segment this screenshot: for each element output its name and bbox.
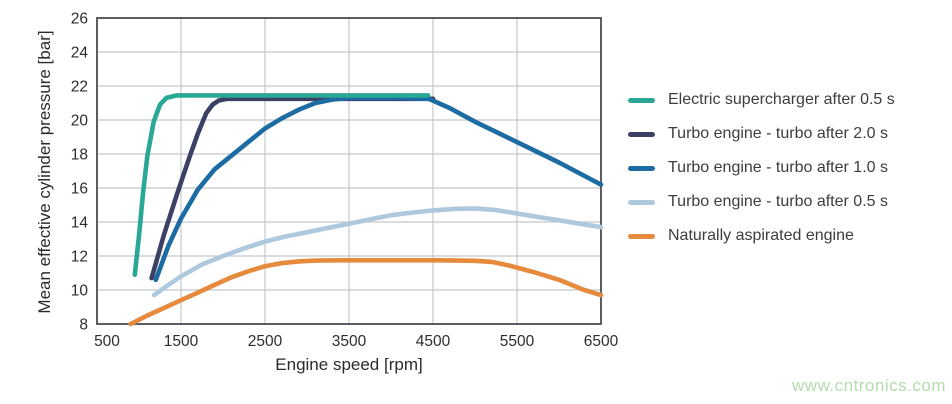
y-axis-title: Mean effective cylinder pressure [bar]: [35, 30, 54, 314]
series-line: [153, 95, 604, 283]
y-tick-label: 12: [71, 249, 88, 266]
y-tick-label: 16: [71, 181, 88, 198]
legend-label: Turbo engine - turbo after 0.5 s: [668, 193, 888, 210]
x-tick-label: 4500: [416, 333, 451, 350]
legend-item: Naturally aspirated engine: [628, 225, 895, 247]
legend-swatch-icon: [628, 233, 655, 239]
legend-label: Naturally aspirated engine: [668, 227, 854, 244]
x-tick-label: 5500: [500, 333, 535, 350]
legend-label: Turbo engine - turbo after 2.0 s: [668, 125, 888, 142]
y-tick-label: 10: [71, 283, 89, 300]
legend-item: Turbo engine - turbo after 1.0 s: [628, 157, 895, 179]
x-tick-label: 1500: [164, 333, 199, 350]
y-tick-label: 20: [71, 113, 89, 130]
x-tick-label: 500: [94, 333, 120, 350]
legend-swatch-icon: [628, 97, 655, 103]
legend-swatch-icon: [628, 131, 655, 137]
series-line: [149, 96, 436, 281]
chart-legend: Electric supercharger after 0.5 s Turbo e…: [628, 89, 895, 247]
y-tick-label: 24: [71, 45, 89, 62]
x-tick-label: 3500: [332, 333, 367, 350]
legend-item: Turbo engine - turbo after 2.0 s: [628, 123, 895, 145]
y-tick-label: 18: [71, 147, 88, 164]
y-tick-label: 22: [71, 79, 88, 96]
legend-swatch-icon: [628, 199, 655, 205]
x-tick-label: 6500: [584, 333, 619, 350]
y-tick-label: 8: [79, 317, 88, 334]
series-line: [132, 93, 431, 277]
y-tick-label: 26: [71, 11, 88, 28]
legend-label: Turbo engine - turbo after 1.0 s: [668, 159, 888, 176]
series-line: [151, 206, 604, 298]
x-axis-title: Engine speed [rpm]: [275, 355, 423, 374]
x-tick-label: 2500: [248, 333, 283, 350]
legend-label: Electric supercharger after 0.5 s: [668, 91, 895, 108]
y-tick-label: 14: [71, 215, 89, 232]
legend-item: Electric supercharger after 0.5 s: [628, 89, 895, 111]
legend-item: Turbo engine - turbo after 0.5 s: [628, 191, 895, 213]
series-line: [128, 258, 604, 327]
watermark-text: www.cntronics.com: [792, 376, 946, 395]
legend-swatch-icon: [628, 165, 655, 171]
plot-border: [96, 17, 602, 325]
